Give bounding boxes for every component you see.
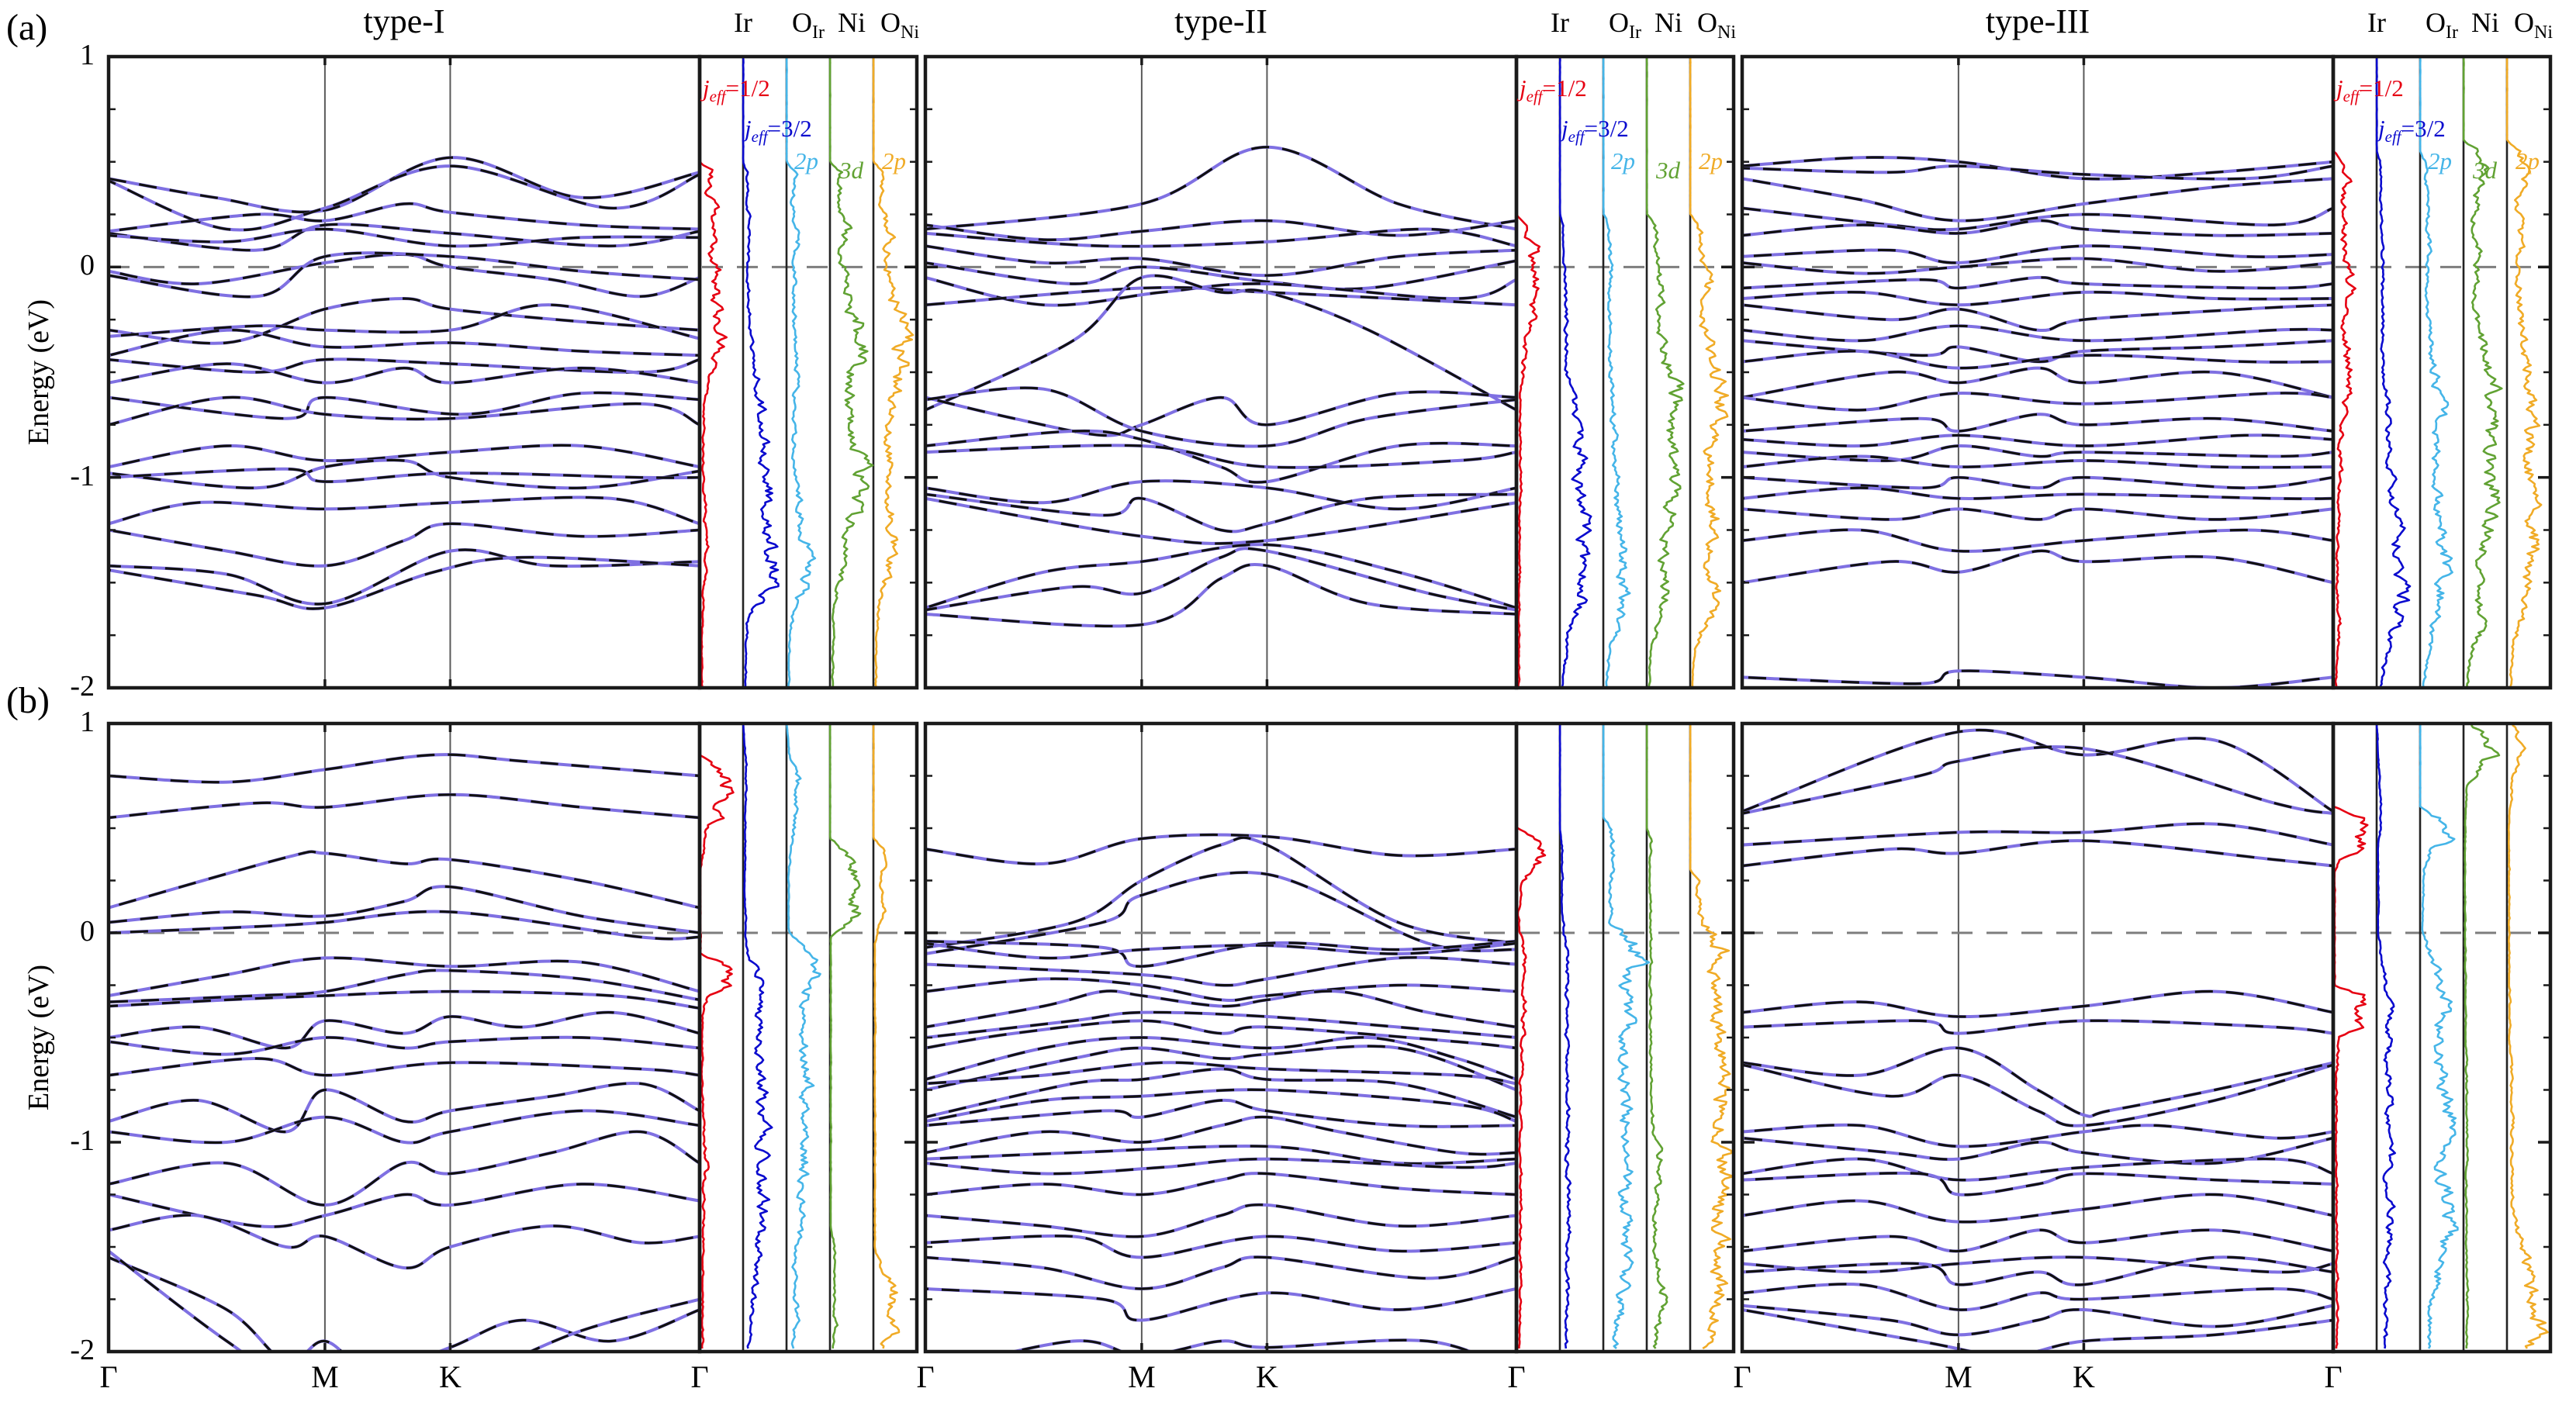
plot-canvas xyxy=(106,54,2553,1354)
band-structure-figure: (a) (b) Energy (eV) Energy (eV) type-I Ir… xyxy=(6,2,2553,1394)
